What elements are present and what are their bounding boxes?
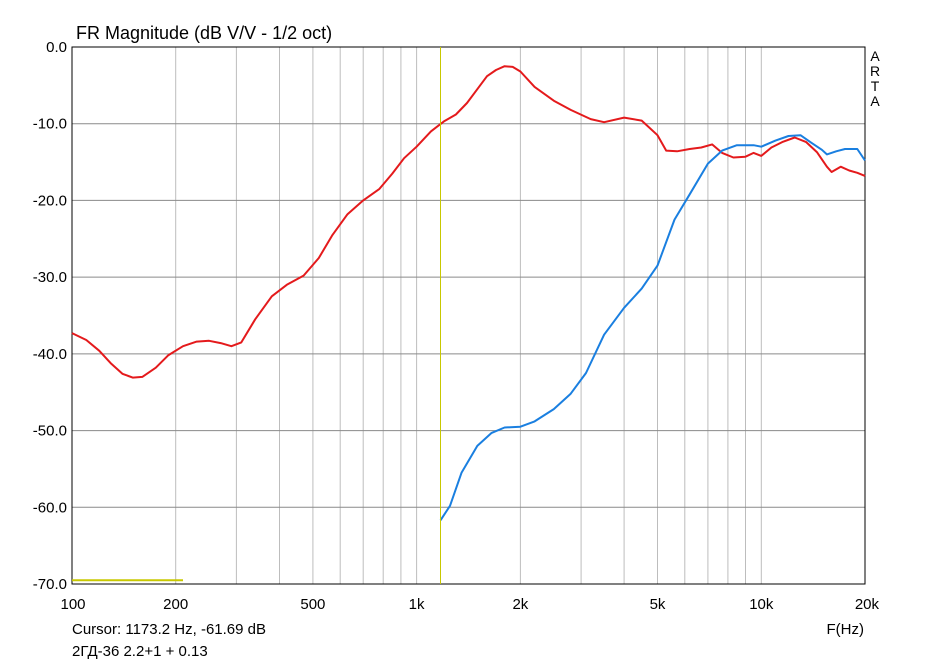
chart-title: FR Magnitude (dB V/V - 1/2 oct) [76, 23, 332, 43]
y-tick-label: -40.0 [33, 346, 67, 363]
plot-area [72, 47, 865, 584]
y-tick-label: -10.0 [33, 116, 67, 133]
x-tick-label: 10k [749, 596, 774, 613]
x-tick-label: 500 [300, 596, 325, 613]
series-line-2 [439, 134, 866, 521]
series-line-1 [71, 65, 866, 379]
x-tick-label: 1k [409, 596, 425, 613]
grid-lines [72, 46, 865, 585]
cursor-readout: Cursor: 1173.2 Hz, -61.69 dB [72, 621, 266, 638]
y-tick-label: -20.0 [33, 192, 67, 209]
watermark-letter: R [870, 63, 880, 79]
x-tick-label: 5k [650, 596, 666, 613]
y-tick-label: 0.0 [46, 39, 67, 56]
x-axis-label: F(Hz) [827, 621, 865, 638]
x-tick-labels: 100 200 500 1k 2k 5k 10k 20k [60, 596, 879, 613]
y-tick-label: -30.0 [33, 269, 67, 286]
x-tick-label: 100 [60, 596, 85, 613]
y-tick-labels: 0.0 -10.0 -20.0 -30.0 -40.0 -50.0 -60.0 -70.0 [33, 39, 67, 593]
y-tick-label: -60.0 [33, 499, 67, 516]
footer-label: 2ГД-36 2.2+1 + 0.13 [72, 643, 208, 660]
watermark-letter: A [870, 48, 880, 64]
series-layer [71, 65, 866, 521]
x-tick-label: 200 [163, 596, 188, 613]
x-tick-label: 2k [512, 596, 528, 613]
watermark-letter: A [870, 93, 880, 109]
y-tick-label: -70.0 [33, 576, 67, 593]
y-tick-label: -50.0 [33, 423, 67, 440]
watermark-letter: T [871, 78, 880, 94]
x-tick-label: 20k [855, 596, 880, 613]
plot-border [71, 46, 866, 585]
